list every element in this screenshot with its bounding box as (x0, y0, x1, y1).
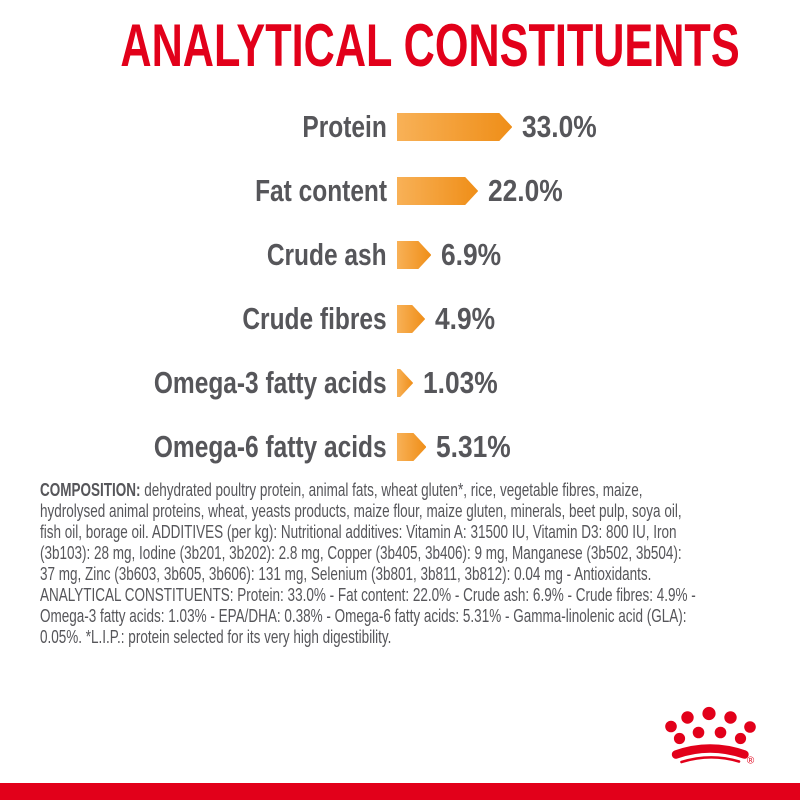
composition-line: Omega-3 fatty acids: 1.03% - EPA/DHA: 0.… (40, 606, 687, 626)
bar-crude-fibres (397, 305, 425, 333)
bar-protein (397, 113, 512, 141)
bar-omega-6 (397, 433, 426, 461)
chart-row-fat-content: Fat content 22.0% (0, 159, 800, 223)
bar-label: Fat content (255, 173, 387, 208)
composition-line: ANALYTICAL CONSTITUENTS: Protein: 33.0% … (40, 585, 696, 605)
analytical-constituents-chart: Protein 33.0% Fat content 22.0% Crude as… (0, 95, 800, 479)
bar-value: 1.03% (423, 365, 498, 400)
composition-line: hydrolysed animal proteins, wheat, yeast… (40, 501, 682, 521)
chart-row-protein: Protein 33.0% (0, 95, 800, 159)
composition-line: 37 mg, Zinc (3b603, 3b605, 3b606): 131 m… (40, 564, 652, 584)
bar-omega-3 (397, 369, 413, 397)
composition-line: fish oil, borage oil. ADDITIVES (per kg)… (40, 522, 677, 542)
bar-crude-ash (397, 241, 431, 269)
bar-label: Omega-6 fatty acids (154, 429, 387, 464)
bar-value: 4.9% (435, 301, 496, 336)
bar-label: Protein (302, 109, 387, 144)
composition-line: (3b103): 28 mg, Iodine (3b201, 3b202): 2… (40, 543, 682, 563)
composition-line: 0.05%. *L.I.P.: protein selected for its… (40, 627, 392, 647)
bar-fat-content (397, 177, 478, 205)
page-title-text: ANALYTICAL CONSTITUENTS (120, 12, 740, 79)
bar-label: Crude fibres (242, 301, 387, 336)
page-title: ANALYTICAL CONSTITUENTS (0, 14, 800, 78)
bar-value: 6.9% (441, 237, 502, 272)
bar-value: 22.0% (488, 173, 563, 208)
chart-row-omega-3: Omega-3 fatty acids 1.03% (0, 351, 800, 415)
chart-row-omega-6: Omega-6 fatty acids 5.31% (0, 415, 800, 479)
registered-mark: ® (747, 756, 755, 767)
bar-label: Crude ash (267, 237, 387, 272)
brand-red-bar (0, 783, 800, 800)
composition-line: COMPOSITION: dehydrated poultry protein,… (40, 480, 643, 500)
bar-value: 5.31% (436, 429, 512, 464)
bar-value: 33.0% (522, 109, 598, 144)
chart-row-crude-fibres: Crude fibres 4.9% (0, 287, 800, 351)
royal-canin-crown-logo-icon: ® (665, 706, 756, 767)
chart-row-crude-ash: Crude ash 6.9% (0, 223, 800, 287)
composition-text: COMPOSITION: dehydrated poultry protein,… (40, 480, 780, 648)
composition-heading: COMPOSITION: (40, 480, 141, 500)
bar-label: Omega-3 fatty acids (154, 365, 387, 400)
